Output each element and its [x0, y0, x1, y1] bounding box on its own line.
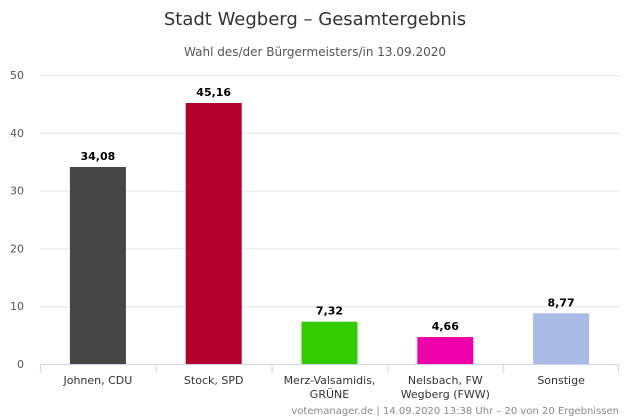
- y-tick-label: 40: [10, 127, 24, 140]
- credit-source: votemanager.de: [291, 406, 373, 417]
- gridlines: [40, 75, 619, 365]
- bar[interactable]: [417, 337, 474, 364]
- y-tick-label: 10: [10, 300, 24, 313]
- chart-title: Stadt Wegberg – Gesamtergebnis: [164, 9, 466, 30]
- chart-subtitle: Wahl des/der Bürgermeisters/in 13.09.202…: [184, 45, 446, 59]
- data-label: 34,08: [81, 150, 116, 163]
- data-label: 45,16: [196, 86, 231, 99]
- x-category-label: Stock, SPD: [184, 374, 244, 387]
- data-labels: 34,08 45,16 7,32 4,66 8,77: [81, 86, 575, 333]
- credit-separator: |: [373, 406, 383, 417]
- credit-detail: 14.09.2020 13:38 Uhr – 20 von 20 Ergebni…: [383, 406, 619, 417]
- data-label: 7,32: [316, 305, 343, 318]
- bars: [69, 102, 590, 365]
- x-category-label: GRÜNE: [310, 388, 349, 401]
- bar[interactable]: [533, 313, 590, 364]
- data-label: 8,77: [548, 296, 575, 309]
- x-category-label: Nelsbach, FW: [408, 374, 483, 387]
- x-category-label: Sonstige: [537, 374, 585, 387]
- x-category-label: Wegberg (FWW): [401, 388, 490, 401]
- y-tick-label: 50: [10, 69, 24, 82]
- x-axis: Johnen, CDU Stock, SPD Merz-Valsamidis,GRÜ…: [40, 364, 619, 401]
- y-axis-ticks: 0 10 20 30 40 50: [10, 69, 24, 371]
- y-tick-label: 30: [10, 185, 24, 198]
- bar[interactable]: [69, 167, 126, 364]
- bar[interactable]: [301, 321, 358, 364]
- x-category-label: Johnen, CDU: [62, 374, 132, 387]
- x-category-label: Merz-Valsamidis,: [284, 374, 376, 387]
- y-tick-label: 20: [10, 242, 24, 255]
- bar[interactable]: [185, 102, 242, 365]
- data-label: 4,66: [432, 320, 459, 333]
- y-tick-label: 0: [17, 358, 24, 371]
- credit-text: votemanager.de | 14.09.2020 13:38 Uhr – …: [291, 406, 619, 417]
